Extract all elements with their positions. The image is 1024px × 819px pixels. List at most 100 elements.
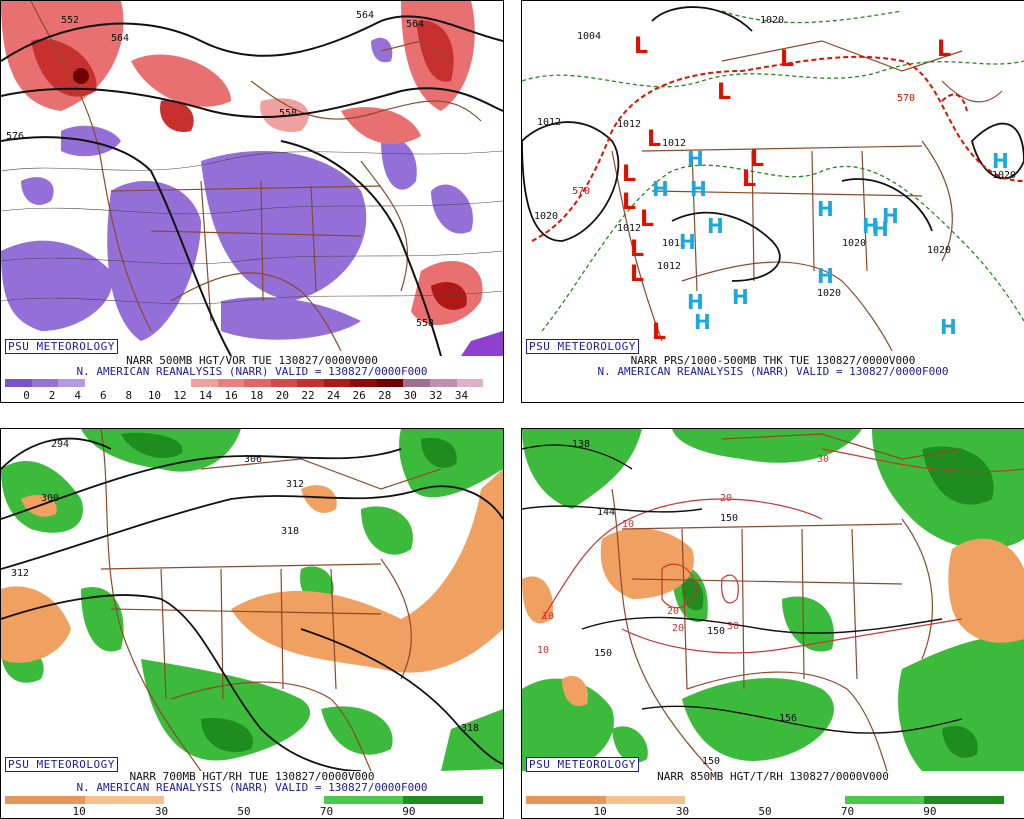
isobar-label: 1004	[577, 31, 601, 42]
rh-colorbar	[526, 796, 1005, 804]
very-moist-areas	[681, 446, 994, 758]
isobar-label: 1020	[927, 245, 951, 256]
rh-colorbar	[5, 796, 484, 804]
thin-contours	[1, 150, 503, 305]
height-contours	[522, 444, 963, 734]
contour-label: 318	[281, 526, 299, 537]
isobar-label: 1012	[617, 223, 641, 234]
colorbar-segment	[376, 379, 404, 387]
low-center: L	[630, 237, 644, 262]
temp-label: 10	[542, 611, 554, 622]
pressure-labels: 1004 1012 1012 1012 1012 1012 1012 1020 …	[534, 15, 1016, 299]
colorbar-tick-label: 2	[48, 389, 56, 402]
political-borders	[611, 40, 1003, 352]
isobar-label: 1012	[662, 138, 686, 149]
isobar-label: 1020	[760, 15, 784, 26]
low-center: L	[634, 34, 648, 59]
very-moist-areas	[121, 432, 457, 753]
high-pressure-centers: H H H H H H H H H H H H H H H	[652, 147, 1009, 339]
contour-label: 558	[279, 108, 297, 119]
temp-label: 10	[622, 519, 634, 530]
high-center: H	[872, 217, 889, 241]
colorbar-tick-label: 30	[154, 805, 169, 818]
thickness-contours-green	[522, 10, 1024, 332]
contour-labels: 138 144 150 150 150 150 156	[572, 439, 797, 767]
high-center: H	[940, 315, 957, 339]
temperature-labels: 10 10 10 20 20 20 30 30	[537, 454, 829, 656]
panel-sfc-prs-thickness: 1004 1012 1012 1012 1012 1012 1012 1020 …	[521, 0, 1024, 403]
high-center: H	[652, 177, 669, 201]
colorbar-tick-label: 10	[147, 389, 162, 402]
colorbar-tick-label: 24	[326, 389, 341, 402]
panel-700mb-hgt-rh: 294 300 306 312 312 318 318 PSU METEOROL…	[0, 428, 504, 819]
colorbar-segment	[403, 796, 484, 804]
temp-label: 20	[672, 623, 684, 634]
colorbar-tick-label: 6	[99, 389, 107, 402]
rh-colorbar-ticks: 10 30 50 70 90	[5, 805, 483, 818]
contour-label: 150	[707, 626, 725, 637]
colorbar-segment	[765, 796, 845, 804]
temp-label: 10	[537, 645, 549, 656]
colorbar-segment	[323, 796, 404, 804]
colorbar-tick-label: 4	[74, 389, 81, 402]
contour-label: 312	[11, 568, 29, 579]
contour-label: 564	[111, 33, 129, 44]
colorbar-tick-label: 26	[352, 389, 366, 402]
contour-label: 144	[597, 507, 615, 518]
contour-label: 138	[572, 439, 590, 450]
colorbar-tick-label: 70	[840, 805, 855, 818]
psu-meteorology-badge: PSU METEOROLOGY	[5, 339, 118, 354]
valid-time-line: N. AMERICAN REANALYSIS (NARR) VALID = 13…	[76, 781, 428, 794]
colorbar-segment	[456, 379, 484, 387]
low-center: L	[647, 127, 661, 152]
colorbar-tick-label: 50	[237, 805, 251, 818]
rh-colorbar-ticks: 10 30 50 70 90	[526, 805, 1004, 818]
high-center: H	[707, 214, 724, 238]
colorbar-tick-label: 0	[23, 389, 30, 402]
vorticity-colorbar-ticks: 0 2 4 6 8 10 12 14 16 18 20 22 24 26 28 30 32 34	[5, 389, 483, 402]
high-center: H	[687, 290, 704, 314]
map-pressure-thickness: 1004 1012 1012 1012 1012 1012 1012 1020 …	[522, 1, 1024, 356]
colorbar-segment	[323, 379, 351, 387]
map-850mb-rh-temp: 138 144 150 150 150 150 156 10 10 10 20 …	[522, 429, 1024, 771]
colorbar-segment	[164, 796, 245, 804]
contour-label: 150	[594, 648, 612, 659]
high-center: H	[882, 204, 899, 228]
temp-label: 20	[667, 606, 679, 617]
psu-meteorology-badge: PSU METEOROLOGY	[526, 339, 639, 354]
high-center: H	[862, 214, 879, 238]
temperature-contours	[541, 448, 1024, 654]
high-center: H	[992, 149, 1009, 173]
low-center: L	[622, 190, 636, 215]
colorbar-segment	[526, 796, 606, 804]
contour-label: 564	[356, 10, 374, 21]
colorbar-tick-label: 10	[72, 805, 86, 818]
contour-label: 300	[41, 493, 59, 504]
high-center: H	[687, 147, 704, 171]
panel-title: NARR PRS/1000-500MB THK TUE 130827/0000V…	[630, 354, 916, 367]
isobar-label: 1012	[662, 238, 686, 249]
thickness-label: 570	[897, 93, 915, 104]
low-center: L	[652, 320, 666, 345]
panel-850mb-hgt-t-rh: 138 144 150 150 150 150 156 10 10 10 20 …	[521, 428, 1024, 819]
low-pressure-centers: L L L L L L L L L L L L L	[622, 34, 951, 345]
temp-label: 30	[727, 621, 739, 632]
isobar-label: 1012	[617, 119, 641, 130]
isobar-label: 1012	[537, 117, 561, 128]
isobar-label: 1020	[817, 288, 841, 299]
panel-title: NARR 500MB HGT/VOR TUE 130827/0000V000	[126, 354, 378, 367]
temp-label: 30	[817, 454, 829, 465]
low-center: L	[742, 167, 756, 192]
colorbar-segment	[244, 796, 324, 804]
high-center: H	[690, 177, 707, 201]
colorbar-tick-label: 16	[224, 389, 238, 402]
negative-vorticity-areas	[1, 37, 473, 341]
colorbar-tick-label: 90	[923, 805, 937, 818]
colorbar-segment	[844, 796, 925, 804]
psu-meteorology-badge: PSU METEOROLOGY	[5, 757, 118, 772]
contour-label: 576	[6, 131, 24, 142]
low-center: L	[640, 207, 654, 232]
colorbar-tick-label: 8	[125, 389, 133, 402]
colorbar-tick-label: 20	[275, 389, 289, 402]
colorbar-tick-label: 18	[250, 389, 264, 402]
